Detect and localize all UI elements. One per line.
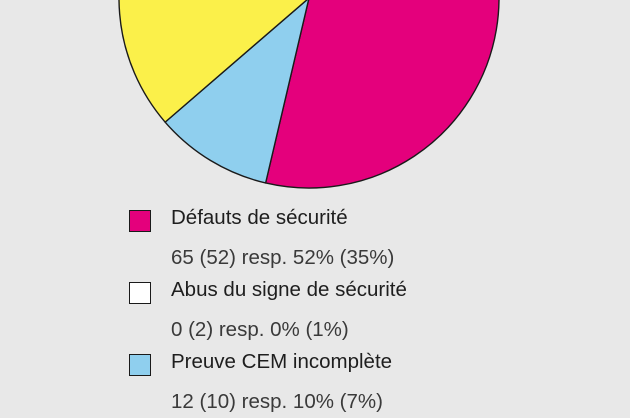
legend-value-mark-abuse: 0 (2) resp. 0% (1%): [171, 318, 349, 341]
legend-label-safety-defects: Défauts de sécurité: [171, 206, 348, 229]
legend-swatch-safety-defects: [129, 210, 151, 232]
legend-label-emc-proof: Preuve CEM incomplète: [171, 350, 393, 373]
legend-label-mark-abuse: Abus du signe de sécurité: [171, 278, 407, 301]
legend-value-emc-proof: 12 (10) resp. 10% (7%): [171, 390, 383, 413]
pie-chart: [118, 0, 500, 189]
legend-swatch-emc-proof: [129, 354, 151, 376]
legend-value-safety-defects: 65 (52) resp. 52% (35%): [171, 246, 395, 269]
pie-slice-safety-defects: [264, 0, 500, 189]
legend-swatch-mark-abuse: [129, 282, 151, 304]
pie-slice-emc-proof: [164, 0, 310, 184]
pie-slice-yellow: [118, 0, 308, 123]
